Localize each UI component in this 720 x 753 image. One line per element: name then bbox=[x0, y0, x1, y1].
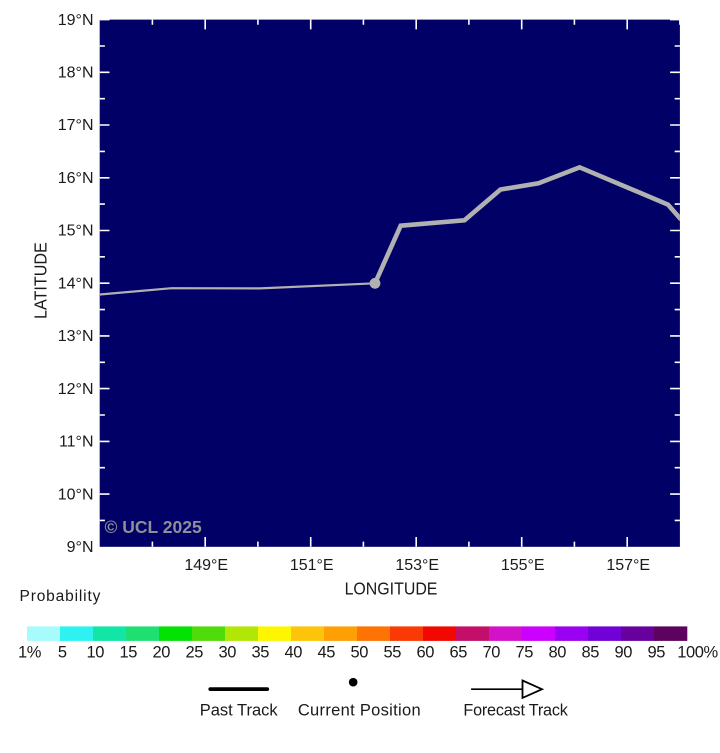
svg-text:15°N: 15°N bbox=[58, 223, 94, 240]
svg-text:19°N: 19°N bbox=[58, 12, 94, 29]
svg-text:55: 55 bbox=[384, 644, 402, 662]
svg-text:35: 35 bbox=[252, 644, 270, 662]
svg-text:50: 50 bbox=[351, 644, 369, 662]
svg-text:16°N: 16°N bbox=[58, 170, 94, 187]
svg-text:5: 5 bbox=[58, 644, 67, 662]
svg-text:20: 20 bbox=[153, 644, 171, 662]
svg-text:85: 85 bbox=[582, 644, 600, 662]
svg-text:45: 45 bbox=[318, 644, 336, 662]
svg-text:13°N: 13°N bbox=[58, 328, 94, 345]
svg-text:40: 40 bbox=[285, 644, 303, 662]
svg-text:LATITUDE: LATITUDE bbox=[31, 242, 51, 319]
svg-text:10: 10 bbox=[87, 644, 105, 662]
svg-text:30: 30 bbox=[219, 644, 237, 662]
svg-text:18°N: 18°N bbox=[58, 65, 94, 82]
svg-text:17°N: 17°N bbox=[58, 117, 94, 134]
svg-text:25: 25 bbox=[186, 644, 204, 662]
svg-text:149°E: 149°E bbox=[184, 557, 228, 574]
svg-text:Past Track: Past Track bbox=[200, 701, 279, 719]
svg-text:Forecast Track: Forecast Track bbox=[463, 701, 568, 719]
svg-text:15: 15 bbox=[120, 644, 138, 662]
svg-text:75: 75 bbox=[516, 644, 534, 662]
svg-text:1%: 1% bbox=[18, 644, 42, 662]
svg-text:© UCL 2025: © UCL 2025 bbox=[105, 517, 202, 537]
svg-text:100%: 100% bbox=[677, 644, 718, 662]
svg-text:151°E: 151°E bbox=[290, 557, 334, 574]
svg-text:LONGITUDE: LONGITUDE bbox=[345, 579, 438, 599]
svg-text:157°E: 157°E bbox=[606, 557, 650, 574]
svg-text:95: 95 bbox=[648, 644, 666, 662]
svg-text:9°N: 9°N bbox=[67, 539, 94, 556]
svg-text:Current Position: Current Position bbox=[298, 701, 421, 719]
svg-text:11°N: 11°N bbox=[59, 434, 94, 451]
svg-text:80: 80 bbox=[549, 644, 567, 662]
svg-text:90: 90 bbox=[615, 644, 633, 662]
svg-text:12°N: 12°N bbox=[58, 381, 94, 398]
svg-text:155°E: 155°E bbox=[501, 557, 545, 574]
svg-text:Probability: Probability bbox=[20, 588, 102, 605]
svg-text:70: 70 bbox=[483, 644, 501, 662]
svg-text:60: 60 bbox=[417, 644, 435, 662]
svg-text:153°E: 153°E bbox=[395, 557, 439, 574]
svg-text:10°N: 10°N bbox=[58, 486, 94, 503]
svg-text:14°N: 14°N bbox=[58, 275, 94, 292]
svg-text:65: 65 bbox=[450, 644, 468, 662]
